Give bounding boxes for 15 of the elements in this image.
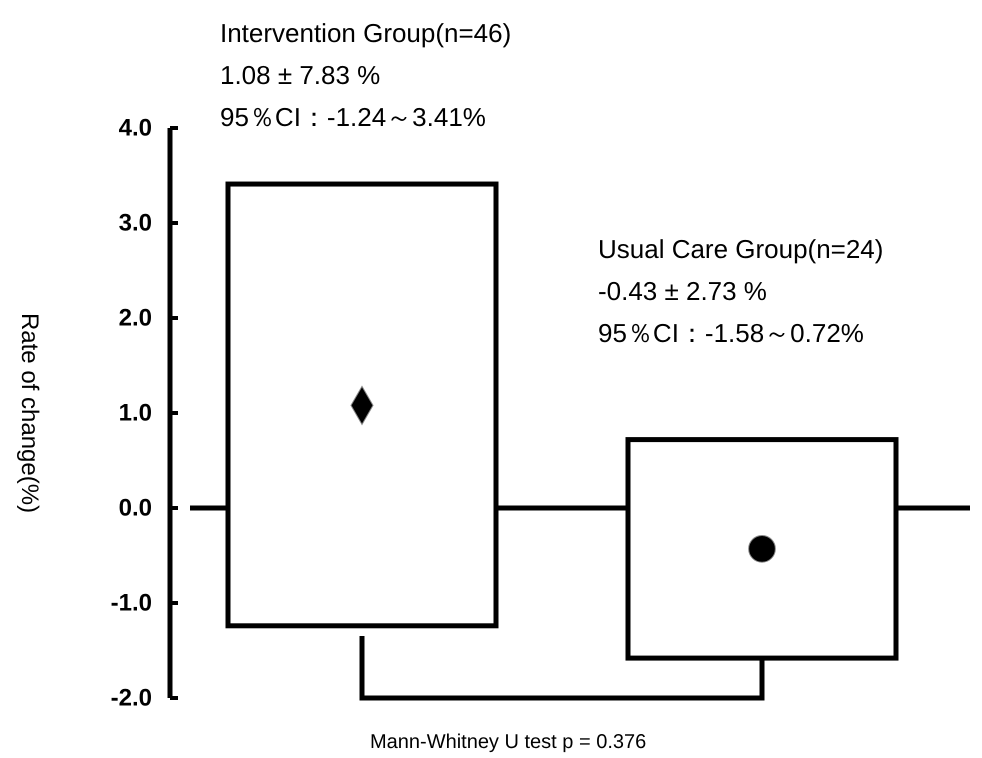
y-tick-label: 1.0 (118, 400, 152, 427)
text: 1.08 ± 7.83 % (220, 60, 380, 90)
text: Intervention Group(n=46) (220, 18, 512, 48)
annotation: 95％CI：-1.58～0.72% (598, 318, 864, 348)
y-tick-label: 3.0 (118, 210, 152, 237)
y-axis-title: Rate of change(%) (16, 312, 43, 514)
annotation: 95％CI：-1.24～3.41% (220, 102, 486, 132)
y-tick-label: -1.0 (110, 590, 152, 617)
y-tick-label: -2.0 (110, 684, 152, 712)
y-tick-label: 4.0 (118, 114, 152, 142)
y-tick-label: 2.0 (118, 304, 152, 332)
annotation: Usual Care Group(n=24) (598, 234, 884, 264)
annotation: -0.43 ± 2.73 % (598, 276, 767, 306)
y-tick-label: 0.0 (118, 494, 152, 522)
text: Mann-Whitney U test p = 0.376 (370, 731, 646, 753)
